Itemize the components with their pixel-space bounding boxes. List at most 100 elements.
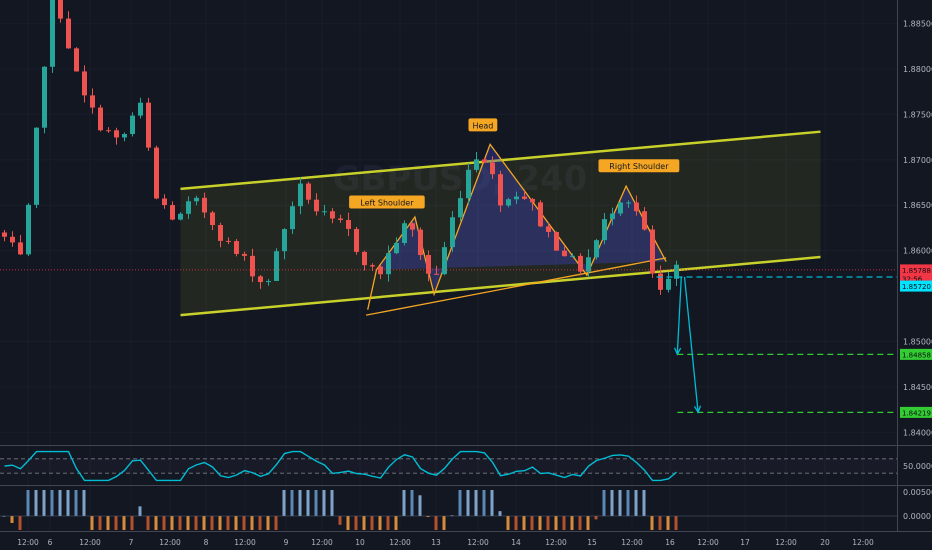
- pattern-left-leg: [367, 269, 378, 310]
- candle-body: [426, 255, 431, 274]
- candle-body: [466, 169, 471, 199]
- macd-histogram-bar: [530, 516, 534, 530]
- annotation-bg: [598, 159, 680, 173]
- macd-histogram-bar: [226, 516, 230, 530]
- candle: [506, 197, 511, 208]
- candle: [562, 246, 567, 257]
- macd-histogram-bar: [522, 516, 526, 530]
- candle-body: [594, 240, 599, 258]
- channel-upper-line: [180, 130, 821, 191]
- price-label-text: 32:56: [902, 275, 923, 283]
- candle: [42, 66, 47, 134]
- time-tick-label: 9: [284, 538, 289, 547]
- price-label-text: 1.84858: [902, 351, 931, 359]
- candle-body: [122, 134, 127, 138]
- time-tick-label: 12:00: [17, 538, 39, 547]
- macd-histogram-bar: [210, 516, 214, 530]
- candle: [386, 245, 391, 282]
- candle: [658, 265, 663, 295]
- macd-histogram-bar: [506, 516, 510, 530]
- macd-histogram-bar: [250, 516, 254, 530]
- candle: [26, 203, 31, 256]
- candle-body: [290, 206, 295, 230]
- macd-histogram-bar: [674, 516, 678, 530]
- time-tick-label: 6: [48, 538, 53, 547]
- pattern-fill: [376, 144, 667, 295]
- macd-histogram-bar: [626, 490, 630, 516]
- candle: [458, 190, 463, 222]
- candlestick-series: [0, 0, 897, 295]
- macd-histogram-bar: [154, 516, 158, 530]
- price-label: 1.85720: [900, 280, 932, 292]
- macd-histogram-bar: [234, 516, 238, 530]
- candle: [666, 271, 671, 293]
- candle-body: [154, 147, 159, 199]
- candle: [578, 253, 583, 276]
- candle-body: [98, 107, 103, 131]
- macd-histogram-bar: [186, 516, 190, 530]
- candle-body: [10, 236, 15, 243]
- candle-body: [210, 212, 215, 226]
- candle-body: [546, 226, 551, 232]
- macd-histogram-bar: [26, 490, 30, 516]
- candle-body: [2, 232, 7, 237]
- candle-body: [514, 196, 519, 200]
- candle-body: [618, 202, 623, 214]
- macd-histogram-bar: [298, 490, 302, 516]
- time-tick-label: 12:00: [159, 538, 181, 547]
- macd-histogram-bar: [578, 516, 582, 530]
- price-label-bg: [900, 348, 932, 360]
- time-tick-label: 12:00: [621, 538, 643, 547]
- macd-histogram-bar: [18, 516, 22, 530]
- candle: [394, 237, 399, 255]
- candle-body: [674, 264, 679, 279]
- candle-body: [146, 102, 151, 148]
- candle: [90, 88, 95, 114]
- macd-histogram-bar: [170, 516, 174, 530]
- macd-histogram-bar: [122, 516, 126, 530]
- macd-histogram-bar: [498, 511, 502, 516]
- macd-histogram-bar: [194, 516, 198, 530]
- candle-body: [114, 130, 119, 138]
- time-tick-label: 12:00: [545, 538, 567, 547]
- candle: [538, 200, 543, 228]
- candle: [594, 238, 599, 260]
- candle: [490, 156, 495, 179]
- macd-histogram-bar: [378, 516, 382, 530]
- price-tick-label: 1.88000: [903, 65, 932, 74]
- candle-body: [26, 204, 31, 255]
- candle: [306, 181, 311, 204]
- candle-body: [234, 241, 239, 254]
- candle-body: [306, 183, 311, 200]
- candle: [322, 204, 327, 216]
- time-tick-label: 12:00: [79, 538, 101, 547]
- price-axis[interactable]: 1.88500 1.88000 1.87500 1.87000 1.86500 1.860…: [900, 20, 932, 438]
- candle-body: [650, 229, 655, 274]
- candle-body: [602, 219, 607, 241]
- candle-body: [666, 278, 671, 290]
- price-label-bg: [900, 264, 932, 276]
- candle-body: [130, 115, 135, 135]
- candle: [170, 201, 175, 221]
- candle-body: [490, 162, 495, 175]
- macd-histogram-bar: [82, 490, 86, 516]
- candle: [282, 228, 287, 260]
- candle-body: [522, 196, 527, 199]
- candle-body: [226, 240, 231, 242]
- price-label-text: 1.84219: [902, 409, 931, 417]
- candle-body: [282, 229, 287, 252]
- candle: [338, 214, 343, 223]
- macd-histogram-bar: [410, 490, 414, 516]
- macd-histogram-bar: [594, 516, 598, 520]
- candle-body: [50, 0, 55, 67]
- macd-histogram-bar: [538, 516, 542, 530]
- macd-histogram-bar: [42, 490, 46, 516]
- annotation-label: Right Shoulder: [598, 159, 680, 173]
- rsi-tick-label: 50.0000: [903, 462, 932, 471]
- macd-histogram-bar: [34, 490, 38, 516]
- time-tick-label: 12:00: [311, 538, 333, 547]
- time-axis[interactable]: 12:00 6 12:00 7 12:00 8 12:00 9 12:00 10 12:00 13 12…: [17, 538, 874, 547]
- candle: [434, 265, 439, 275]
